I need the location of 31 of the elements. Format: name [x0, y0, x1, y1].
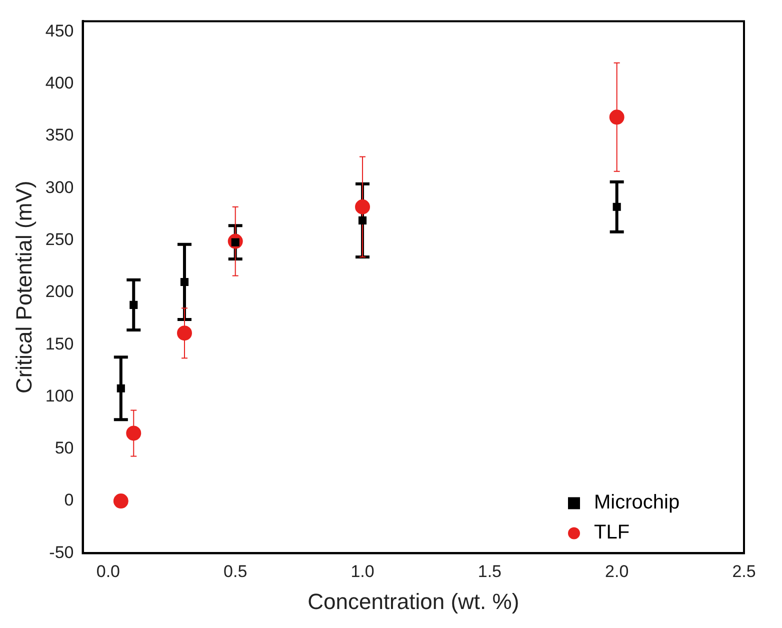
- y-tick-label: 450: [45, 21, 74, 40]
- point: [358, 216, 367, 224]
- point: [612, 202, 621, 211]
- y-tick-label: 250: [45, 230, 74, 249]
- y-tick-label: 200: [45, 282, 74, 302]
- y-tick-label: -50: [49, 542, 74, 562]
- x-tick-label: 1.5: [478, 562, 502, 582]
- y-tick-label: 0: [64, 490, 74, 510]
- y-axis-title: Critical Potential (mV): [11, 180, 36, 394]
- y-tick-label: 300: [45, 178, 74, 197]
- point: [609, 110, 624, 125]
- y-tick-label: 400: [45, 73, 74, 92]
- x-axis-title: Concentration (wt. %): [308, 588, 520, 614]
- y-tick-label: 350: [45, 126, 74, 145]
- x-tick-label: 0.0: [96, 562, 120, 582]
- x-tick-label: 2.0: [605, 562, 629, 582]
- x-tick-label: 1.0: [350, 562, 374, 582]
- y-tick-label: 150: [45, 334, 74, 354]
- point: [176, 326, 192, 341]
- y-tick-label: 50: [54, 438, 74, 458]
- legend-label: Microchip: [594, 492, 680, 514]
- legend-label: TLF: [594, 522, 630, 544]
- point: [180, 278, 189, 286]
- point: [126, 426, 142, 441]
- point: [116, 384, 125, 392]
- y-tick-label: 100: [45, 386, 74, 406]
- point: [355, 199, 370, 214]
- x-tick-label: 0.5: [224, 562, 248, 582]
- point: [130, 300, 138, 309]
- point: [113, 494, 128, 509]
- x-tick-label: 2.5: [732, 562, 756, 582]
